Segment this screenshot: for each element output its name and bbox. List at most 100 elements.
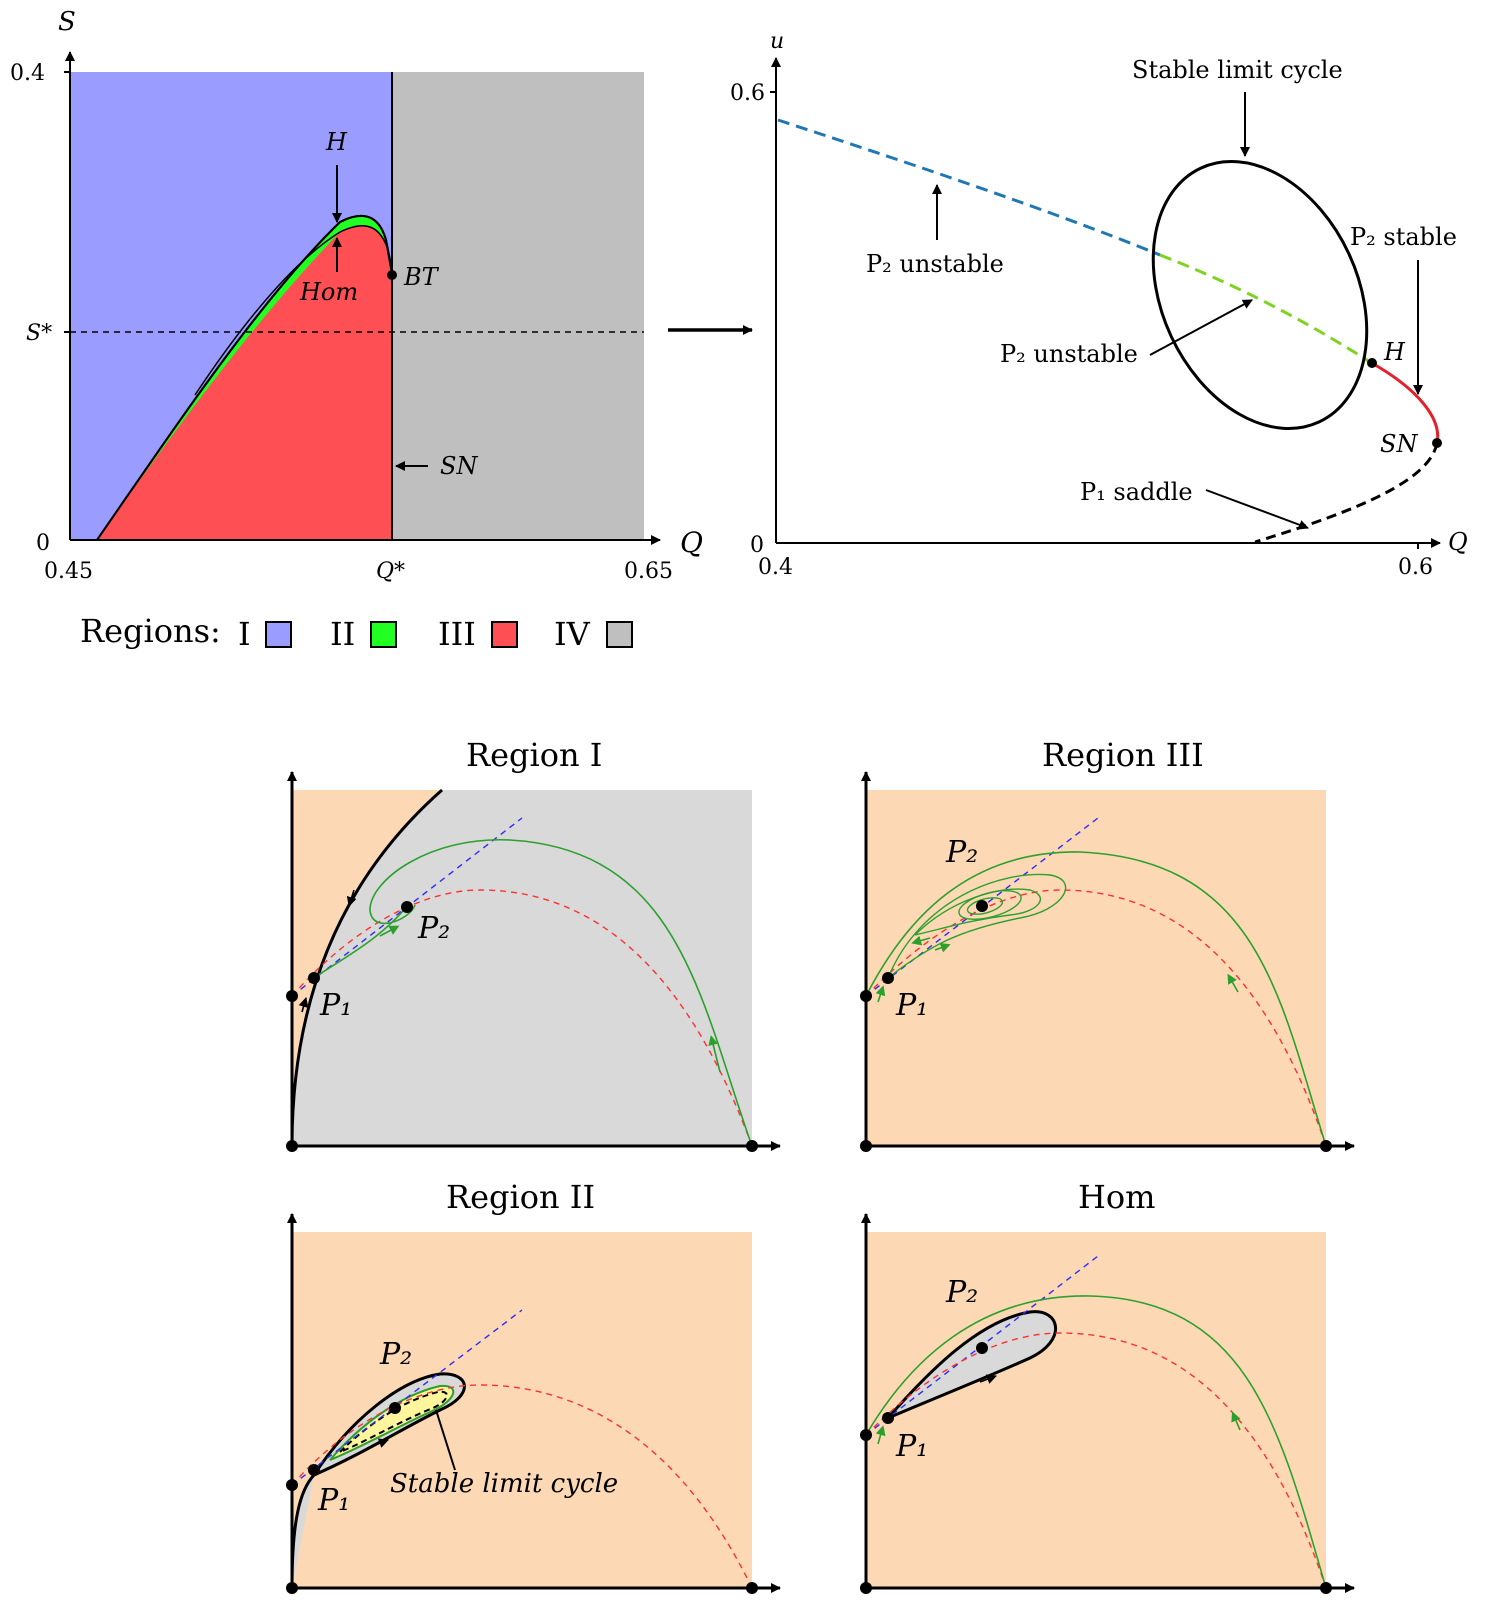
legend-label-II: II — [330, 615, 355, 653]
hom-orbit-arrow-2 — [875, 1425, 886, 1445]
region-I-gray-basin — [292, 790, 752, 1146]
region-II-blue-nullcline — [291, 1309, 523, 1486]
region-I-orbit-arrow-2 — [379, 925, 400, 937]
legend-swatch-II — [370, 621, 397, 648]
region-II-p2-label: P₂ — [379, 1337, 412, 1372]
region-III-spiral-2 — [914, 888, 1042, 936]
region-II-red-nullcline — [291, 1384, 753, 1589]
region-III-spiral-4 — [966, 897, 1004, 915]
region-III-orbit-arrow-1 — [1227, 973, 1239, 993]
region-I-separatrix — [290, 788, 443, 1147]
hom-curve — [194, 225, 389, 396]
p2-unstable-branch-blue — [777, 118, 1161, 257]
ytick-label-top: 0.4 — [10, 61, 45, 86]
xtick-label-right: 0.65 — [624, 559, 673, 584]
label-Hom: Hom — [299, 278, 358, 306]
region-II-y-equilibrium — [286, 1479, 298, 1491]
panel-title-region-I: Region I — [466, 736, 602, 774]
legend-swatch-IV — [606, 621, 633, 648]
region-III-y-equilibrium — [860, 990, 872, 1002]
region-III-spiral-3 — [958, 890, 1022, 920]
legend-title: Regions: — [80, 612, 221, 650]
p2-stable-branch-red — [1369, 360, 1440, 444]
xtick-label-04: 0.4 — [758, 555, 793, 580]
region-II-annotation: Stable limit cycle — [390, 1469, 618, 1499]
region-II-p1-label: P₁ — [317, 1483, 350, 1518]
panel-hom: Hom P₁ P₂ — [860, 1178, 1355, 1594]
legend-swatch-I — [265, 621, 292, 648]
legend-swatch-III — [491, 621, 518, 648]
label-H-right: H — [1383, 338, 1406, 366]
region-III-green-orbit-outer — [865, 851, 1327, 1147]
panel-region-I: Region I P₁ P₂ — [286, 736, 781, 1152]
region-I-green-inflow — [313, 904, 409, 979]
region-III-p1-point — [882, 972, 894, 984]
hom-p2-label: P₂ — [945, 1275, 978, 1310]
hom-origin — [860, 1582, 872, 1594]
region-II-cycle-arrow — [371, 1438, 389, 1448]
stable-limit-cycle-ellipse — [1151, 160, 1369, 430]
xtick-label-left: 0.45 — [44, 559, 93, 584]
annotation-stable-limit-cycle: Stable limit cycle — [1132, 56, 1343, 84]
region-I-p1-point — [308, 972, 320, 984]
legend-label-I: I — [238, 615, 251, 653]
region-II-bg — [292, 1232, 752, 1588]
axis-label-Q: Q — [680, 526, 703, 559]
hom-x-equilibrium — [1320, 1582, 1332, 1594]
annotation-p1-saddle: P₁ saddle — [1080, 478, 1193, 506]
axis-label-u: u — [770, 29, 784, 54]
panel-title-hom: Hom — [1078, 1178, 1156, 1216]
ytick-label-zero: 0 — [36, 531, 50, 556]
hom-red-nullcline — [865, 1332, 1327, 1589]
hom-homoclinic-loop — [886, 1310, 1058, 1420]
region-II-p1-point — [308, 1464, 320, 1476]
panel-region-II: Region II P₁ P₂ Stable limit cycle — [286, 1178, 781, 1594]
region-IV-area — [392, 72, 644, 540]
region-I-y-equilibrium — [286, 990, 298, 1002]
legend: Regions: I II III IV — [80, 612, 633, 653]
region-III-orbit-arrow-3 — [934, 943, 951, 953]
region-I-red-nullcline — [291, 889, 753, 1147]
region-III-p2-point — [976, 900, 988, 912]
legend-label-IV: IV — [554, 615, 591, 653]
panel-region-III: Region III P₁ P₂ — [860, 736, 1355, 1152]
arrow-p1-saddle — [1205, 489, 1309, 530]
region-III-x-equilibrium — [1320, 1140, 1332, 1152]
annotation-p2-unstable-2: P₂ unstable — [1000, 340, 1138, 368]
label-BT: BT — [403, 263, 440, 291]
hom-p1-label: P₁ — [895, 1429, 928, 1464]
region-I-origin — [286, 1140, 298, 1152]
region-I-x-equilibrium — [746, 1140, 758, 1152]
axis-label-S: S — [58, 7, 76, 37]
ytick-label-0-right: 0 — [750, 533, 764, 558]
annotation-p2-unstable-1: P₂ unstable — [866, 250, 1004, 278]
region-III-red-nullcline — [865, 889, 1327, 1147]
region-III-p1-label: P₁ — [895, 988, 928, 1023]
region-I-p1-arrow — [298, 997, 309, 1013]
region-II-limit-cycle-fill — [329, 1384, 455, 1461]
region-I-orbit-arrow-1 — [708, 1035, 721, 1073]
region-III-orbit-arrow-4 — [875, 985, 886, 1003]
region-II-origin — [286, 1582, 298, 1594]
region-III-p2-label: P₂ — [945, 835, 978, 870]
hom-loop-arrow — [979, 1374, 997, 1384]
hom-y-equilibrium — [860, 1429, 872, 1441]
xtick-label-star: Q* — [376, 559, 405, 584]
top-right-diagram: u Q 0.6 0 0.4 0.6 Stable limit cycle P₂ … — [730, 29, 1468, 580]
hopf-curve — [96, 215, 393, 541]
region-III-origin — [860, 1140, 872, 1152]
region-III-area — [97, 225, 392, 541]
p2-unstable-branch-green — [1159, 253, 1371, 364]
sn-point — [1432, 438, 1442, 448]
ytick-label-star: S* — [26, 321, 52, 346]
region-II-x-equilibrium — [746, 1582, 758, 1594]
hom-p2-point — [976, 1342, 988, 1354]
hom-green-orbit — [865, 1295, 1327, 1589]
hopf-point — [1367, 358, 1377, 368]
region-I-p2-point — [401, 901, 413, 913]
axis-label-Q-right: Q — [1448, 528, 1468, 556]
annotation-p2-stable: P₂ stable — [1350, 223, 1457, 251]
region-I-separatrix-arrow — [346, 889, 357, 907]
label-SN: SN — [440, 452, 478, 480]
